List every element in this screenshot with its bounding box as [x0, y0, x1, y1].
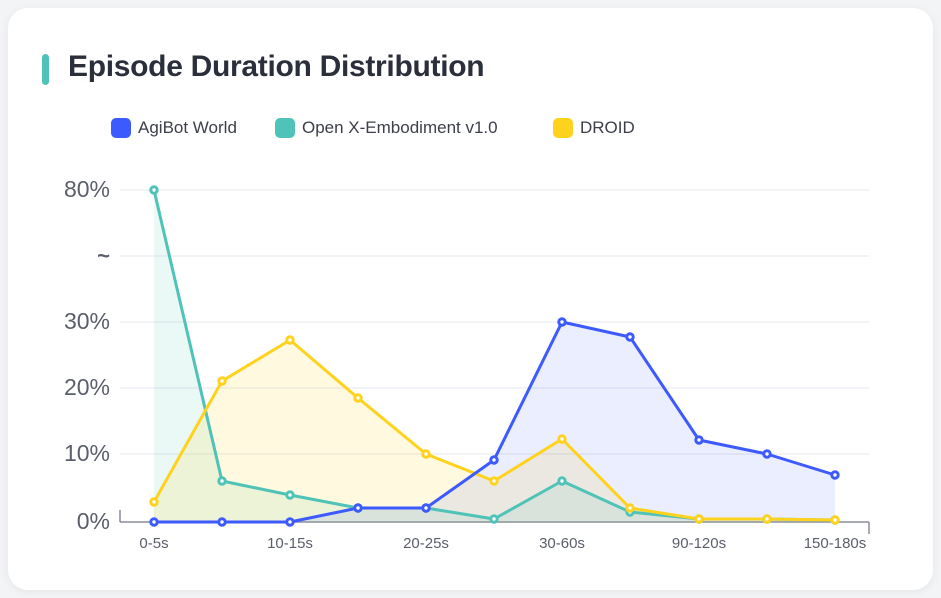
svg-text:0-5s: 0-5s	[139, 535, 168, 552]
svg-text:30-60s: 30-60s	[539, 535, 585, 552]
svg-text:30%: 30%	[64, 308, 110, 334]
svg-text:0%: 0%	[77, 508, 110, 534]
svg-text:20%: 20%	[64, 374, 110, 400]
svg-text:20-25s: 20-25s	[403, 535, 449, 552]
svg-text:90-120s: 90-120s	[672, 535, 726, 552]
svg-text:10-15s: 10-15s	[267, 535, 313, 552]
svg-text:~: ~	[97, 243, 110, 268]
svg-text:10%: 10%	[64, 440, 110, 466]
svg-text:150-180s: 150-180s	[804, 535, 867, 552]
svg-text:80%: 80%	[64, 176, 110, 202]
